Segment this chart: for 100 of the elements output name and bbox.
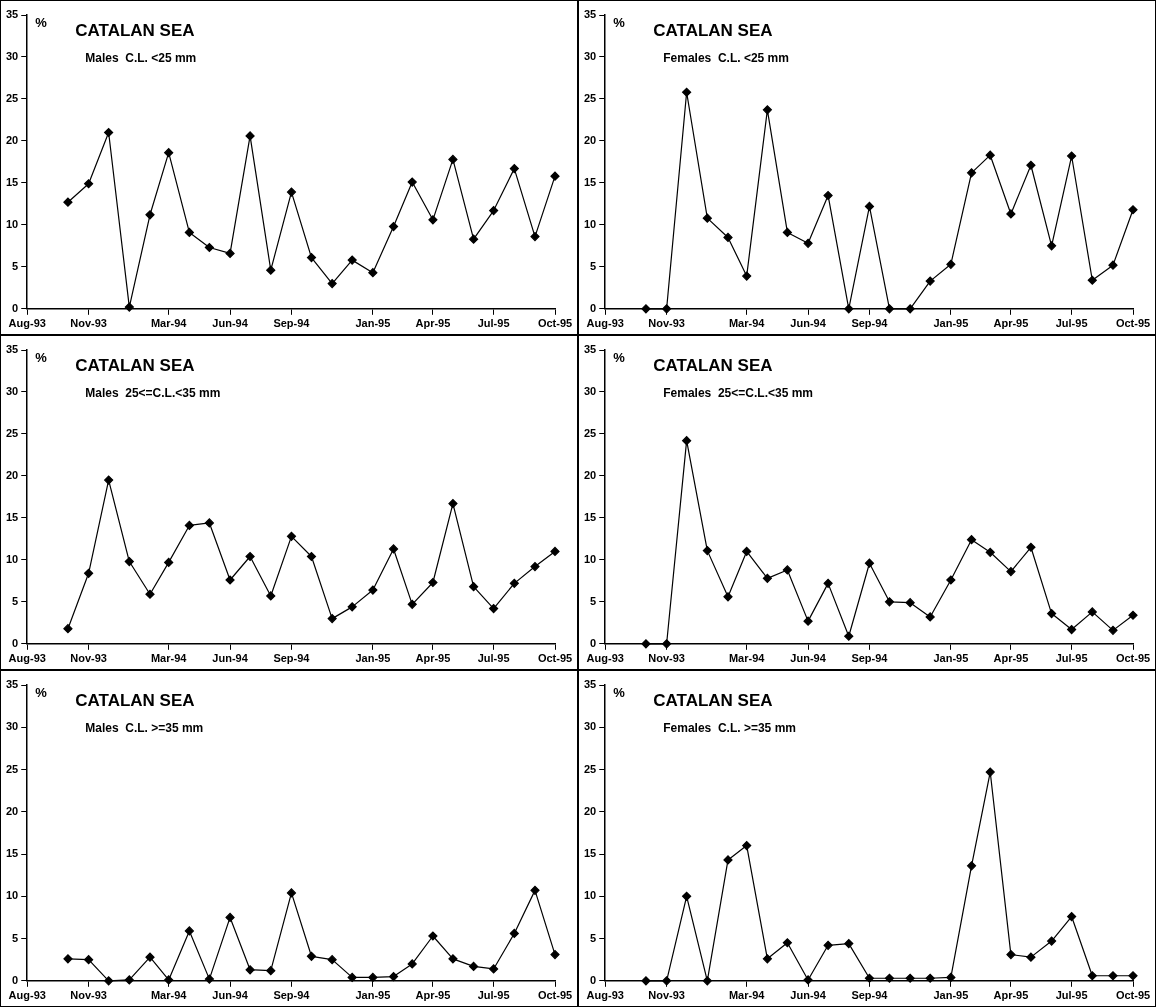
y-tick-label: 15 xyxy=(583,847,597,860)
point xyxy=(509,928,519,939)
x-tick-label: Aug-93 xyxy=(586,317,624,330)
y-tick-label: 35 xyxy=(583,678,597,691)
point xyxy=(641,976,651,986)
x-tick-label: Nov-93 xyxy=(648,989,685,1002)
point xyxy=(104,475,114,485)
point xyxy=(327,955,337,965)
point xyxy=(1087,607,1097,617)
x-tick-label: Jul-95 xyxy=(1055,317,1088,330)
point xyxy=(702,213,712,223)
y-axis-title: % xyxy=(35,15,48,31)
point xyxy=(1108,971,1118,981)
point xyxy=(682,87,692,97)
point xyxy=(682,891,692,901)
point xyxy=(145,589,155,599)
x-tick-label: Oct-95 xyxy=(1115,317,1151,330)
y-tick-label: 30 xyxy=(583,385,597,397)
point xyxy=(1047,936,1057,946)
point xyxy=(388,971,399,982)
point xyxy=(164,148,174,158)
point xyxy=(266,265,276,275)
y-tick-label: 25 xyxy=(5,762,19,775)
chart-title: CATALAN SEA xyxy=(653,691,773,711)
point xyxy=(368,972,378,983)
y-tick-label: 5 xyxy=(590,594,597,607)
point xyxy=(1026,952,1036,962)
point xyxy=(985,547,995,557)
x-tick-label: Apr-95 xyxy=(415,652,451,665)
y-tick-label: 30 xyxy=(583,50,597,62)
x-tick-label: Sep-94 xyxy=(851,652,889,665)
y-tick-label: 0 xyxy=(590,973,597,986)
point xyxy=(428,577,438,588)
x-tick-label: Mar-94 xyxy=(728,652,766,665)
point xyxy=(803,616,813,626)
text: Males C.L. >=35 mm xyxy=(85,721,204,736)
point xyxy=(884,304,895,314)
point xyxy=(844,631,854,641)
x-tick-label: Sep-94 xyxy=(851,989,889,1002)
point xyxy=(742,546,752,557)
point xyxy=(225,912,235,923)
point xyxy=(1047,241,1057,251)
point xyxy=(489,205,499,216)
point xyxy=(782,565,792,575)
point xyxy=(530,561,540,572)
y-tick-label: 10 xyxy=(5,552,19,565)
point xyxy=(245,131,255,141)
y-tick-label: 0 xyxy=(12,301,19,314)
point xyxy=(844,304,854,314)
x-tick-label: Sep-94 xyxy=(273,989,311,1002)
point xyxy=(204,974,214,984)
y-tick-label: 20 xyxy=(583,804,597,817)
y-tick-label: 15 xyxy=(5,847,19,860)
point xyxy=(448,154,458,164)
x-tick-label: Jan-95 xyxy=(355,317,391,330)
chart-title: CATALAN SEA xyxy=(75,691,195,711)
point xyxy=(469,961,479,972)
y-tick-label: 30 xyxy=(5,385,19,397)
point xyxy=(946,259,956,269)
x-tick-label: Apr-95 xyxy=(415,317,451,330)
point xyxy=(966,168,977,178)
point xyxy=(407,177,417,187)
point xyxy=(550,546,560,557)
point xyxy=(641,304,651,314)
x-tick-label: Jul-95 xyxy=(1055,989,1088,1002)
point xyxy=(266,591,276,601)
point xyxy=(306,951,317,961)
y-tick-label: 15 xyxy=(5,175,19,188)
point xyxy=(925,276,935,286)
y-tick-label: 35 xyxy=(5,678,19,691)
point xyxy=(662,304,672,314)
point xyxy=(702,976,712,986)
x-tick-label: Jun-94 xyxy=(212,989,249,1002)
point xyxy=(966,861,977,871)
x-tick-label: Jul-95 xyxy=(1055,652,1088,665)
point xyxy=(245,551,255,562)
x-tick-label: Nov-93 xyxy=(70,317,107,330)
y-tick-label: 35 xyxy=(5,343,19,356)
point xyxy=(1006,950,1016,960)
y-tick-label: 25 xyxy=(5,91,19,104)
point xyxy=(347,255,357,265)
point xyxy=(124,975,134,985)
point xyxy=(550,950,560,960)
point xyxy=(762,954,772,964)
point xyxy=(509,578,519,588)
x-tick-label: Jan-95 xyxy=(355,652,391,665)
point xyxy=(327,614,337,624)
x-tick-label: Apr-95 xyxy=(993,989,1029,1002)
point xyxy=(266,966,276,976)
point xyxy=(84,955,94,965)
point xyxy=(347,972,357,983)
point xyxy=(1067,151,1077,161)
point xyxy=(884,597,895,607)
x-tick-label: Nov-93 xyxy=(70,652,107,665)
point xyxy=(1067,624,1077,635)
y-tick-label: 5 xyxy=(12,931,19,944)
point xyxy=(823,190,833,201)
point xyxy=(702,546,712,556)
text: Females C.L. <25 mm xyxy=(663,51,789,66)
x-tick-label: Jul-95 xyxy=(477,317,510,330)
